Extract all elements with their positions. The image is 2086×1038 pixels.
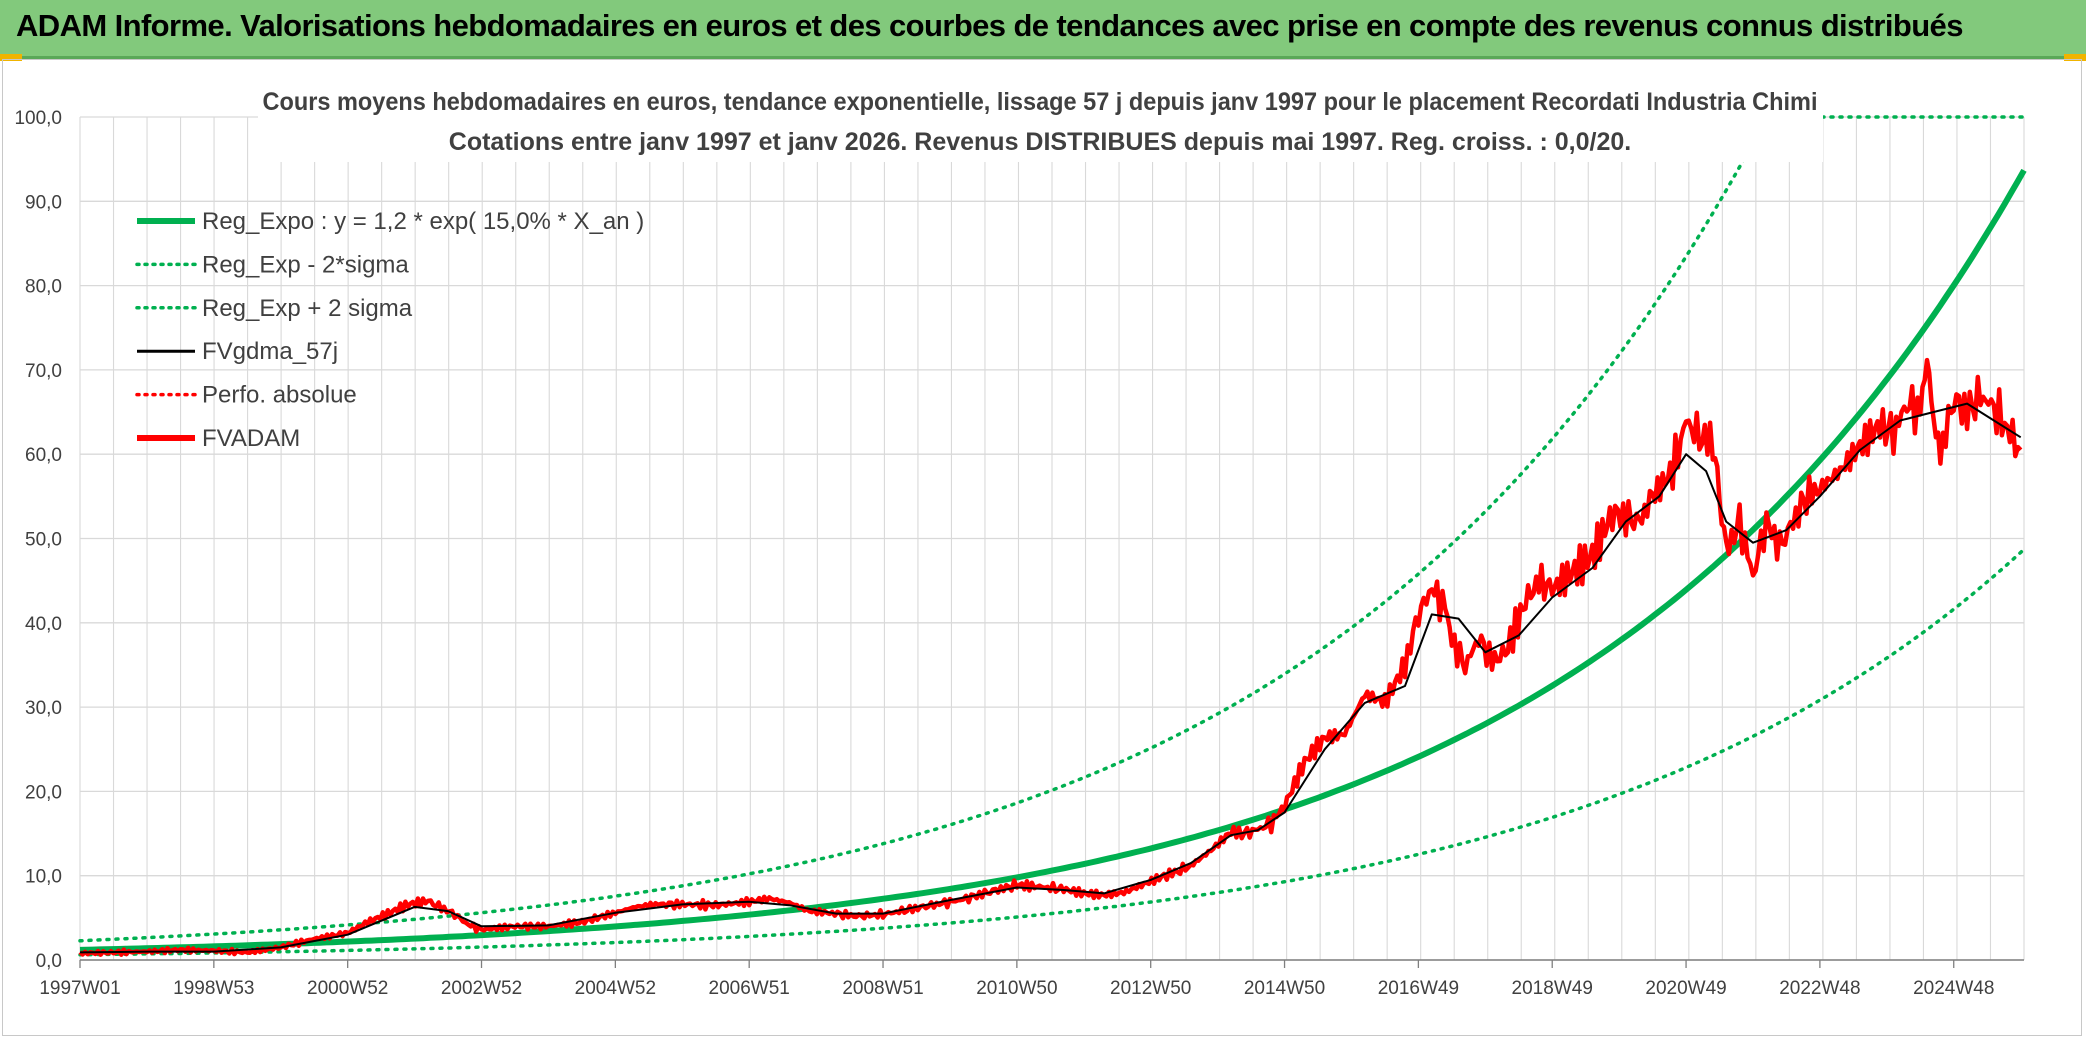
y-tick-label: 30,0 — [25, 698, 62, 719]
x-tick-label: 2020W49 — [1645, 978, 1726, 999]
chart-title-line2: Cotations entre janv 1997 et janv 2026. … — [449, 128, 1631, 156]
x-tick-label: 2024W48 — [1913, 978, 1994, 999]
legend-label-fvgdma: FVgdma_57j — [202, 338, 338, 365]
reg-expo-line — [79, 168, 2027, 953]
x-tick-label: 2004W52 — [575, 978, 656, 999]
y-tick-label: 10,0 — [25, 867, 62, 888]
y-tick-label: 60,0 — [25, 445, 62, 466]
x-tick-label: 2012W50 — [1110, 978, 1191, 999]
y-tick-label: 40,0 — [25, 614, 62, 635]
y-tick-label: 0,0 — [36, 951, 62, 972]
x-tick-label: 2016W49 — [1378, 978, 1459, 999]
x-tick-label: 2018W49 — [1512, 978, 1593, 999]
report-title: ADAM Informe. Valorisations hebdomadaire… — [16, 8, 1963, 43]
y-tick-label: 70,0 — [25, 361, 62, 382]
x-tick-label: 2006W51 — [709, 978, 790, 999]
x-tick-label: 2000W52 — [307, 978, 388, 999]
report-banner: ADAM Informe. Valorisations hebdomadaire… — [0, 0, 2086, 59]
right-accent-corner — [2064, 54, 2086, 61]
axis-layer: 0,0 10,0 20,0 30,0 40,0 50,0 60,0 70,0 80,0 90,0 1… — [14, 108, 2024, 999]
legend: Reg_Expo : y = 1,2 * exp( 15,0% * X_an )… — [135, 208, 644, 452]
legend-label-reg_minus: Reg_Exp - 2*sigma — [202, 251, 409, 278]
series-layer — [78, 115, 2027, 957]
y-tick-label: 50,0 — [25, 530, 62, 551]
chart-title-line1: Cours moyens hebdomadaires en euros, ten… — [263, 88, 1818, 116]
legend-label-fvadam: FVADAM — [202, 425, 300, 452]
chart-frame — [2, 59, 2082, 1036]
legend-label-reg_expo: Reg_Expo : y = 1,2 * exp( 15,0% * X_an ) — [202, 208, 644, 235]
x-tick-label: 1998W53 — [173, 978, 254, 999]
left-accent-corner — [0, 54, 22, 61]
fvadam-line — [78, 357, 2023, 957]
y-tick-label: 80,0 — [25, 277, 62, 298]
x-tick-label: 2014W50 — [1244, 978, 1325, 999]
chart-title-background — [258, 82, 1823, 162]
x-tick-label: 2022W48 — [1779, 978, 1860, 999]
y-tick-label: 90,0 — [25, 192, 62, 213]
reg-minus-2sigma-line — [78, 547, 2026, 957]
x-tick-label: 2002W52 — [441, 978, 522, 999]
legend-label-perfo: Perfo. absolue — [202, 382, 357, 409]
fvgdma-57j-line — [79, 402, 2022, 954]
legend-label-reg_plus: Reg_Exp + 2 sigma — [202, 295, 413, 322]
x-tick-label: 2010W50 — [976, 978, 1057, 999]
y-tick-label: 20,0 — [25, 782, 62, 803]
x-tick-label: 1997W01 — [39, 978, 120, 999]
reg-plus-2sigma-line — [78, 119, 1767, 943]
grid-layer — [79, 116, 2025, 961]
y-tick-label: 100,0 — [14, 108, 62, 129]
x-tick-label: 2008W51 — [842, 978, 923, 999]
